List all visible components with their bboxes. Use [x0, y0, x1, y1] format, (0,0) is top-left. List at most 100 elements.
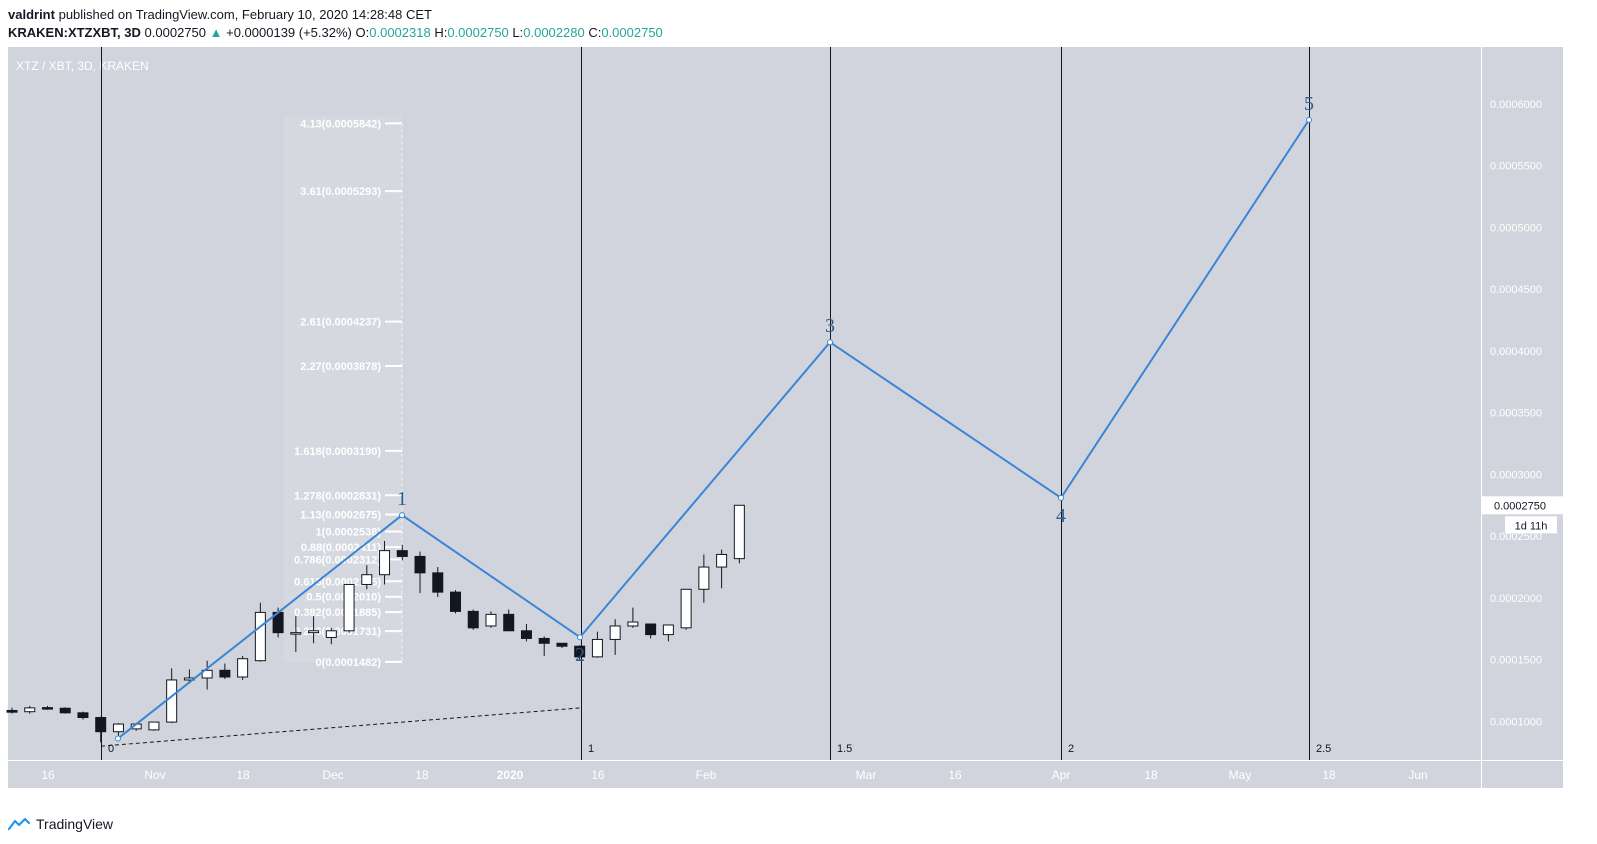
candle-body — [237, 658, 249, 678]
price-tick-label: 0.0005500 — [1490, 161, 1542, 173]
chart-title: XTZ / XBT, 3D, KRAKEN — [16, 59, 149, 73]
time-cycle-label: 0 — [108, 743, 114, 755]
time-tick-label: Mar — [856, 768, 877, 782]
fib-level-label: 0.786(0.0002312) — [294, 554, 381, 566]
time-tick-label: May — [1229, 768, 1252, 782]
candle-body — [148, 721, 160, 731]
axis-corner — [1482, 761, 1563, 788]
candle-body — [379, 550, 391, 576]
candle-body — [556, 642, 568, 647]
fib-level-label: 1(0.0002538) — [316, 526, 382, 538]
current-price-tag: 0.0002750 1d 11h — [1482, 496, 1563, 534]
wave-point — [115, 735, 121, 742]
change-value: +0.0000139 (+5.32%) — [226, 25, 352, 40]
price-chart[interactable]: XTZ / XBT, 3D, KRAKEN 0 1 1.5 2 2.5 4.13(0.0… — [0, 47, 1597, 789]
time-tick-label: Dec — [322, 768, 343, 782]
candle-body — [325, 630, 337, 638]
time-cycle-label: 2 — [1068, 743, 1074, 755]
candle-body — [396, 550, 408, 557]
price-axis[interactable] — [1482, 47, 1563, 760]
fib-level-label: 0(0.0001482) — [316, 657, 382, 669]
publish-text: published on TradingView.com, February 1… — [58, 7, 432, 22]
price-tick-label: 0.0006000 — [1490, 99, 1542, 111]
time-axis[interactable] — [8, 761, 1481, 788]
price-tick-label: 0.0002500 — [1490, 531, 1542, 543]
time-cycle-label: 1 — [588, 743, 594, 755]
price-tick-label: 0.0002000 — [1490, 593, 1542, 605]
candle-body — [662, 624, 674, 636]
candle-body — [680, 588, 692, 629]
candle-body — [467, 610, 479, 629]
candle-body — [95, 717, 107, 733]
time-tick-label: 18 — [1144, 768, 1158, 782]
candle-body — [432, 572, 444, 593]
wave-label: 4 — [1056, 505, 1066, 527]
time-tick-label: 18 — [1322, 768, 1336, 782]
candle-body — [538, 637, 550, 644]
candle-body — [290, 632, 302, 635]
low-value: 0.0002280 — [523, 25, 585, 40]
fib-level-label: 0.88(0.0002411) — [301, 542, 381, 554]
candle-body — [414, 555, 426, 574]
candles-layer — [6, 504, 745, 743]
fib-level-label: 1.13(0.0002675) — [300, 510, 381, 522]
brand-name: TradingView — [36, 816, 114, 832]
price-tick-label: 0.0005000 — [1490, 222, 1542, 234]
wave-path — [117, 119, 1310, 740]
fib-level-label: 0.236(0.0001731) — [294, 626, 381, 638]
time-cycle-label: 2.5 — [1316, 743, 1331, 755]
candle-body — [698, 566, 710, 590]
candle-body — [361, 574, 373, 585]
time-tick-label: 16 — [41, 768, 55, 782]
wave-point — [399, 512, 405, 519]
price-tick-label: 0.0001500 — [1490, 655, 1542, 667]
countdown-label: 1d 11h — [1515, 520, 1548, 532]
candle-body — [112, 723, 124, 733]
candle-body — [308, 630, 320, 634]
time-tick-label: Jun — [1408, 768, 1427, 782]
symbol-ohlc-line: KRAKEN:XTZXBT, 3D 0.0002750 ▲ +0.0000139… — [8, 25, 663, 40]
wave-label: 2 — [575, 644, 585, 666]
author-name[interactable]: valdrint — [8, 7, 55, 22]
time-tick-label: 16 — [948, 768, 962, 782]
price-tag-box — [1482, 496, 1563, 515]
price-tick-label: 0.0004000 — [1490, 346, 1542, 358]
candle-body — [591, 638, 603, 658]
wave-label: 5 — [1304, 93, 1314, 115]
open-value: 0.0002318 — [369, 25, 431, 40]
candle-body — [219, 669, 231, 678]
time-cycle-layer: 0 1 1.5 2 2.5 — [101, 47, 1331, 760]
fib-level-label: 3.61(0.0005293) — [300, 186, 381, 198]
wave-point — [577, 634, 583, 641]
candle-body — [41, 707, 53, 710]
candle-body — [609, 625, 621, 640]
time-tick-label: Apr — [1052, 768, 1071, 782]
candle-body — [77, 712, 89, 719]
time-tick-label: Feb — [696, 768, 717, 782]
price-tick-label: 0.0003000 — [1490, 469, 1542, 481]
candle-body — [716, 553, 728, 568]
close-value: 0.0002750 — [601, 25, 663, 40]
tradingview-logo-icon — [8, 817, 30, 831]
time-tick-label: 18 — [415, 768, 429, 782]
plot-area[interactable] — [8, 47, 1481, 760]
candle-body — [24, 707, 36, 713]
candle-body — [503, 613, 515, 632]
change-arrow-icon: ▲ — [209, 25, 223, 40]
dashed-trendline — [100, 707, 582, 747]
open-label: O: — [355, 25, 370, 40]
candle-body — [450, 591, 461, 612]
time-tick-label: 16 — [591, 768, 605, 782]
price-tick-label: 0.0003500 — [1490, 408, 1542, 420]
fib-level-label: 4.13(0.0005842) — [300, 118, 381, 130]
candle-body — [201, 669, 213, 679]
trendline-layer — [100, 707, 582, 747]
time-cycle-label: 1.5 — [837, 743, 852, 755]
fib-level-label: 0.382(0.0001885) — [294, 607, 381, 619]
fib-level-label: 2.27(0.0003878) — [300, 361, 381, 373]
countdown-box — [1505, 516, 1557, 534]
low-label: L: — [512, 25, 524, 40]
candle-body — [254, 611, 266, 662]
footer-brand[interactable]: TradingView — [8, 816, 113, 832]
fib-level-label: 1.278(0.0002831) — [294, 490, 381, 502]
